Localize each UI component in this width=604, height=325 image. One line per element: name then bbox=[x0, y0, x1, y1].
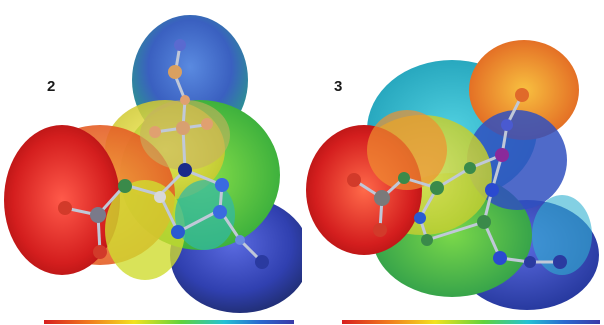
molecule-atoms-2 bbox=[58, 39, 269, 269]
electrostatic-surface-2 bbox=[4, 15, 302, 313]
molecule-label: 3 bbox=[334, 78, 343, 95]
molecule-atoms-3 bbox=[347, 88, 567, 269]
color-scale-bar bbox=[342, 320, 600, 324]
electrostatic-surface-3 bbox=[306, 40, 599, 310]
color-scale-bar bbox=[44, 320, 294, 324]
panel-molecule-2: 2 bbox=[4, 15, 302, 324]
panel-molecule-3: 3 bbox=[302, 0, 604, 325]
molecule-label: 2 bbox=[47, 78, 56, 95]
